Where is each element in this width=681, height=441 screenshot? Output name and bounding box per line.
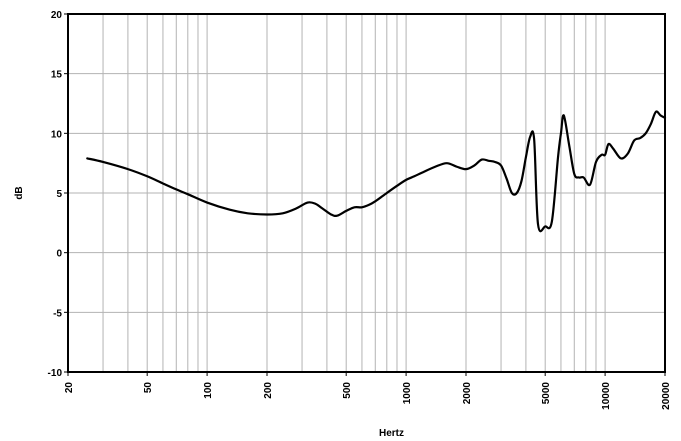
y-tick-label: 0 — [56, 249, 62, 260]
x-axis-label: Hertz — [379, 428, 404, 439]
y-tick-label: -10 — [48, 368, 63, 379]
x-tick-label: 500 — [342, 382, 353, 399]
x-tick-label: 2000 — [462, 382, 473, 405]
x-tick-label: 100 — [203, 382, 214, 399]
y-tick-label: 5 — [56, 189, 62, 200]
x-tick-label: 50 — [143, 382, 154, 394]
x-tick-label: 20 — [64, 382, 75, 394]
gridlines — [68, 14, 665, 372]
y-axis-ticks: -10 -5 0 5 10 15 20 — [48, 10, 68, 379]
y-tick-label: 20 — [51, 10, 63, 21]
x-tick-label: 200 — [263, 382, 274, 399]
x-tick-label: 5000 — [541, 382, 552, 405]
x-axis-ticks: 20 50 100 200 500 1000 2000 5000 10000 20000 — [64, 372, 672, 410]
y-tick-label: 10 — [51, 129, 63, 140]
y-tick-label: -5 — [53, 308, 62, 319]
series-line — [86, 110, 667, 233]
x-tick-label: 20000 — [661, 382, 672, 410]
y-tick-label: 15 — [51, 70, 63, 81]
x-tick-label: 10000 — [601, 382, 612, 410]
y-axis-label: dB — [14, 186, 25, 199]
x-tick-label: 1000 — [402, 382, 413, 405]
